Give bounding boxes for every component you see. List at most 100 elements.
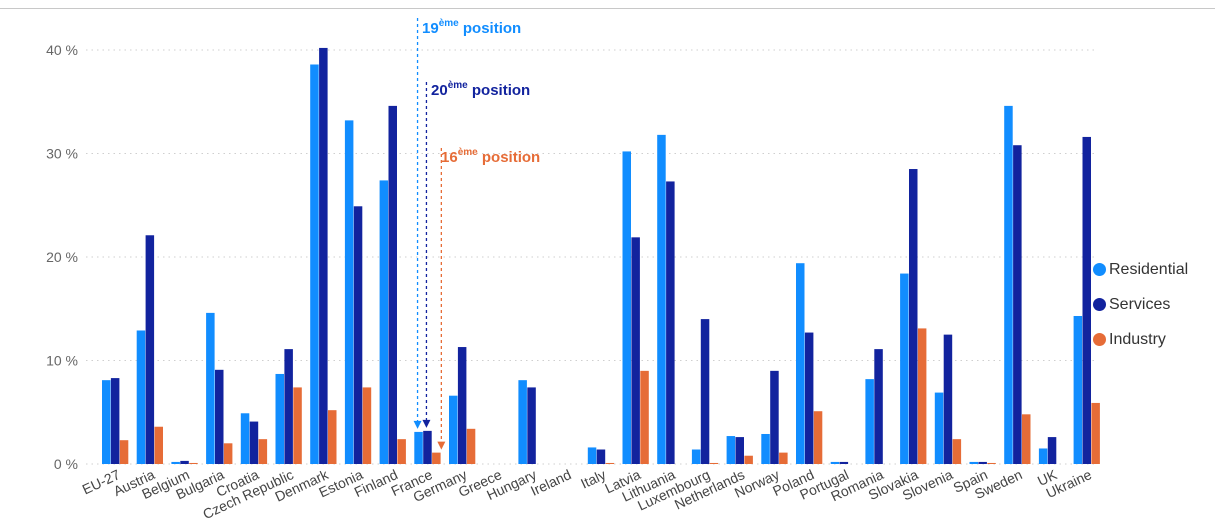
bar-industry-slovakia[interactable]: [917, 328, 927, 464]
x-tick-label: Ireland: [528, 466, 574, 499]
legend-label-residential: Residential: [1109, 260, 1189, 278]
bar-residential-finland[interactable]: [379, 180, 389, 464]
annotation-arrow-head: [422, 419, 431, 428]
bar-services-ukraine[interactable]: [1082, 136, 1092, 464]
bar-residential-czech-republic[interactable]: [275, 373, 285, 464]
legend-item-services[interactable]: Services: [1093, 287, 1188, 322]
bars: [102, 47, 1100, 465]
bar-residential-netherlands[interactable]: [726, 436, 736, 464]
bar-residential-france[interactable]: [414, 431, 423, 464]
bar-residential-germany[interactable]: [449, 395, 458, 464]
bar-industry-croatia[interactable]: [258, 439, 268, 464]
bar-industry-latvia[interactable]: [640, 370, 649, 464]
bar-residential-bulgaria[interactable]: [206, 312, 215, 464]
bar-industry-belgium[interactable]: [189, 462, 198, 464]
bar-industry-austria[interactable]: [154, 426, 164, 464]
annotation-label: 19ème position: [422, 18, 521, 37]
bar-residential-ukraine[interactable]: [1073, 315, 1083, 464]
y-tick-label: 0 %: [54, 456, 78, 472]
bar-residential-luxembourg[interactable]: [691, 449, 701, 464]
bar-industry-poland[interactable]: [813, 411, 823, 464]
bar-industry-czech-republic[interactable]: [293, 387, 302, 464]
bar-services-romania[interactable]: [874, 349, 883, 464]
bar-services-poland[interactable]: [804, 332, 814, 464]
x-tick-label: UK: [1035, 466, 1060, 489]
bar-industry-sweden[interactable]: [1022, 414, 1031, 464]
bar-residential-poland[interactable]: [796, 263, 805, 464]
bar-residential-romania[interactable]: [865, 379, 874, 464]
annotation-label: 20ème position: [431, 80, 530, 99]
bar-residential-estonia[interactable]: [344, 120, 354, 464]
bar-services-italy[interactable]: [596, 449, 606, 464]
top-divider: [0, 8, 1215, 9]
bar-industry-estonia[interactable]: [362, 387, 372, 464]
bar-services-slovenia[interactable]: [943, 334, 953, 464]
x-tick-label: Italy: [578, 466, 608, 491]
bar-services-bulgaria[interactable]: [215, 369, 224, 464]
bar-industry-ukraine[interactable]: [1091, 402, 1100, 464]
bar-services-croatia[interactable]: [249, 421, 259, 464]
bar-residential-belgium[interactable]: [171, 461, 180, 464]
bar-services-sweden[interactable]: [1013, 145, 1022, 464]
bar-industry-finland[interactable]: [397, 439, 406, 464]
bar-services-czech-republic[interactable]: [284, 349, 293, 464]
legend-dot-residential: [1093, 263, 1106, 276]
bar-industry-italy[interactable]: [605, 462, 615, 464]
y-tick-label: 40 %: [46, 42, 78, 58]
bar-residential-denmark[interactable]: [310, 64, 319, 465]
bar-residential-norway[interactable]: [761, 433, 770, 464]
bar-residential-latvia[interactable]: [622, 151, 632, 464]
bar-residential-spain[interactable]: [969, 461, 979, 464]
bar-services-portugal[interactable]: [839, 461, 849, 464]
bar-industry-slovenia[interactable]: [952, 439, 962, 464]
bar-residential-hungary[interactable]: [518, 380, 527, 464]
legend: Residential Services Industry: [1093, 252, 1188, 357]
bar-services-germany[interactable]: [457, 347, 467, 464]
bar-services-luxembourg[interactable]: [700, 319, 710, 464]
bar-industry-norway[interactable]: [779, 452, 788, 464]
bar-services-eu-27[interactable]: [110, 378, 120, 464]
bar-services-uk[interactable]: [1047, 437, 1057, 464]
bar-services-estonia[interactable]: [353, 206, 363, 464]
bar-residential-italy[interactable]: [587, 447, 597, 464]
bar-services-austria[interactable]: [145, 235, 155, 464]
bar-industry-bulgaria[interactable]: [223, 443, 233, 464]
bar-industry-netherlands[interactable]: [744, 455, 753, 464]
bar-services-netherlands[interactable]: [735, 437, 745, 464]
bar-services-latvia[interactable]: [631, 237, 640, 464]
bar-residential-austria[interactable]: [136, 330, 146, 464]
bar-industry-eu-27[interactable]: [119, 440, 129, 464]
bar-residential-slovakia[interactable]: [900, 273, 909, 464]
bar-residential-slovenia[interactable]: [934, 392, 944, 464]
bar-services-slovakia[interactable]: [909, 169, 918, 464]
bar-services-finland[interactable]: [388, 105, 398, 464]
legend-item-industry[interactable]: Industry: [1093, 322, 1188, 357]
y-tick-label: 10 %: [46, 353, 78, 369]
bar-services-norway[interactable]: [770, 370, 779, 464]
bar-residential-sweden[interactable]: [1004, 105, 1013, 464]
bar-services-belgium[interactable]: [180, 460, 189, 464]
bar-industry-france[interactable]: [432, 452, 441, 464]
bar-services-denmark[interactable]: [319, 47, 328, 465]
bar-industry-luxembourg[interactable]: [709, 462, 719, 464]
bar-services-france[interactable]: [423, 430, 432, 464]
bar-residential-eu-27[interactable]: [102, 380, 111, 464]
bar-residential-portugal[interactable]: [830, 461, 840, 464]
legend-dot-industry: [1093, 333, 1106, 346]
bar-industry-spain[interactable]: [987, 462, 996, 464]
bar-residential-lithuania[interactable]: [657, 134, 666, 464]
bar-services-lithuania[interactable]: [666, 181, 675, 464]
annotation-arrow-head: [437, 441, 446, 450]
legend-label-industry: Industry: [1109, 330, 1166, 348]
legend-item-residential[interactable]: Residential: [1093, 252, 1188, 287]
annotation-label: 16ème position: [441, 147, 540, 166]
bar-industry-denmark[interactable]: [328, 410, 337, 464]
bar-industry-germany[interactable]: [466, 428, 476, 464]
bar-residential-uk[interactable]: [1038, 448, 1048, 464]
bar-services-spain[interactable]: [978, 461, 987, 464]
bar-residential-croatia[interactable]: [240, 413, 250, 464]
legend-dot-services: [1093, 298, 1106, 311]
y-tick-label: 20 %: [46, 249, 78, 265]
bar-services-hungary[interactable]: [527, 387, 536, 464]
